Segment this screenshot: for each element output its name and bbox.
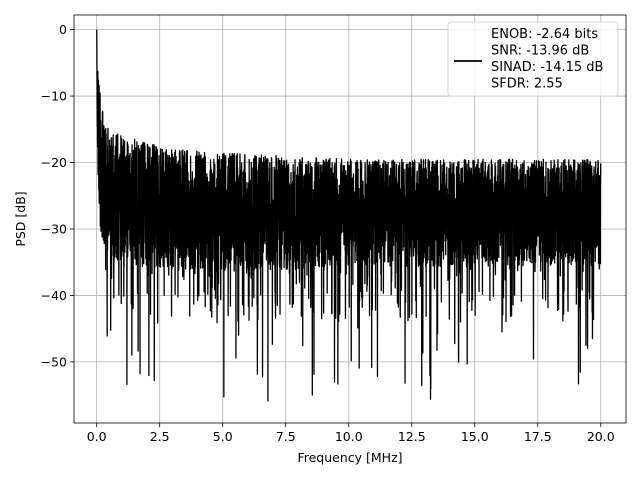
x-axis-label: Frequency [MHz] [297,450,402,465]
x-tick-label: 10.0 [335,429,363,444]
x-tick-label: 2.5 [150,429,170,444]
y-tick-label: −50 [41,354,67,369]
x-tick-label: 12.5 [398,429,426,444]
legend-entry-line: SFDR: 2.55 [491,77,563,92]
x-tick-label: 17.5 [524,429,552,444]
x-tick-label: 0.0 [87,429,107,444]
y-tick-label: −30 [41,221,67,236]
x-tick-label: 20.0 [587,429,615,444]
x-tick-label: 7.5 [276,429,296,444]
plot-frame [73,14,627,424]
x-tick-label: 15.0 [461,429,489,444]
x-axis: 0.0 2.5 5.0 7.5 10.0 12.5 15.0 17.5 20.0 [87,423,615,444]
y-tick-label: −10 [41,89,67,104]
legend-entry-line: SINAD: -14.15 dB [491,60,603,75]
y-tick-label: −20 [41,155,67,170]
series-layer [96,29,602,402]
y-axis-label: PSD [dB] [13,191,28,246]
legend-entry-line: ENOB: -2.64 bits [491,27,598,42]
psd-series-line [96,29,602,402]
legend-entry-line: SNR: -13.96 dB [491,44,589,59]
legend-box [447,21,619,97]
y-tick-label: −40 [41,288,67,303]
y-tick-label: 0 [59,22,67,37]
y-axis: 0 −10 −20 −30 −40 −50 [41,22,74,369]
x-tick-label: 5.0 [213,429,233,444]
